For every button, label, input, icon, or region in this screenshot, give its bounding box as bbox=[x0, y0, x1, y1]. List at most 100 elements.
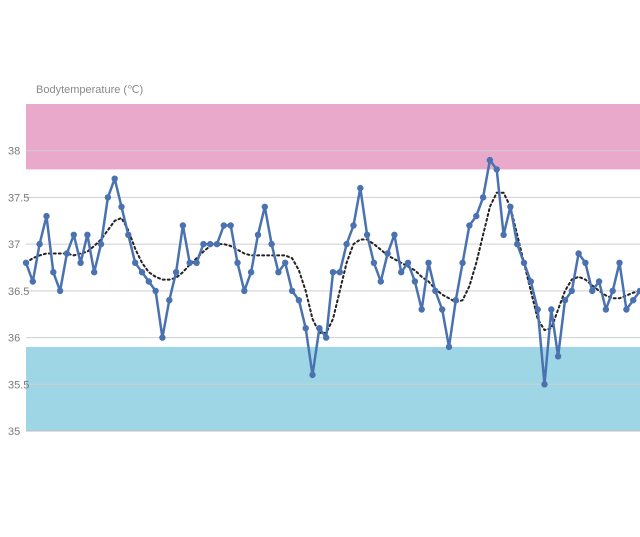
data-point bbox=[595, 278, 603, 285]
data-point bbox=[623, 306, 630, 313]
data-point bbox=[132, 259, 139, 266]
temperature-bands bbox=[26, 104, 640, 431]
y-axis-title: Bodytemperature (℃) bbox=[36, 84, 143, 96]
data-point bbox=[186, 259, 193, 266]
data-point bbox=[172, 269, 180, 276]
data-point bbox=[582, 259, 589, 266]
data-point bbox=[363, 231, 371, 238]
data-point bbox=[391, 231, 398, 238]
data-point bbox=[411, 278, 419, 285]
data-point bbox=[316, 325, 323, 332]
data-point bbox=[630, 297, 637, 304]
data-point bbox=[29, 278, 36, 285]
y-tick-label: 36.5 bbox=[8, 286, 29, 298]
data-point bbox=[193, 259, 200, 266]
data-point bbox=[145, 278, 152, 285]
data-point bbox=[514, 240, 521, 248]
data-point bbox=[609, 287, 616, 295]
data-point bbox=[500, 231, 507, 238]
data-point bbox=[534, 306, 541, 313]
data-point bbox=[384, 250, 391, 257]
data-point bbox=[104, 194, 112, 201]
data-point bbox=[159, 334, 166, 341]
data-point bbox=[350, 222, 357, 229]
data-point bbox=[541, 381, 548, 388]
data-point bbox=[602, 306, 610, 313]
data-point bbox=[213, 240, 221, 248]
data-point bbox=[261, 203, 268, 210]
data-point bbox=[568, 287, 575, 295]
data-point bbox=[459, 259, 466, 266]
data-point bbox=[254, 231, 262, 238]
data-point bbox=[520, 259, 528, 266]
trend-line bbox=[25, 191, 640, 334]
data-point bbox=[288, 287, 296, 295]
data-point bbox=[432, 287, 439, 295]
data-point bbox=[493, 166, 500, 173]
data-point bbox=[91, 269, 98, 276]
data-point bbox=[302, 325, 309, 332]
data-point bbox=[404, 259, 412, 266]
data-point bbox=[452, 297, 459, 304]
data-point bbox=[234, 259, 241, 266]
data-point bbox=[207, 240, 214, 248]
data-point bbox=[152, 287, 159, 295]
data-point bbox=[227, 222, 234, 229]
data-point bbox=[329, 269, 337, 276]
y-axis-ticks: 35 35.5 36 36.5 37 37.5 38 bbox=[8, 146, 29, 438]
data-point bbox=[309, 371, 316, 379]
grid-lines bbox=[26, 150, 640, 432]
data-point bbox=[589, 287, 596, 295]
data-point bbox=[343, 240, 350, 248]
data-point bbox=[70, 231, 78, 238]
y-tick-label: 37 bbox=[8, 239, 20, 251]
data-point bbox=[336, 269, 343, 276]
data-point bbox=[84, 231, 91, 238]
data-point bbox=[479, 194, 487, 201]
data-point bbox=[439, 306, 446, 313]
y-tick-label: 37.5 bbox=[8, 192, 29, 204]
data-point bbox=[282, 259, 289, 266]
y-tick-label: 35 bbox=[8, 426, 20, 438]
data-point bbox=[220, 222, 227, 229]
data-point bbox=[56, 287, 64, 295]
data-point bbox=[616, 259, 623, 266]
data-point bbox=[636, 287, 640, 295]
measured-series bbox=[22, 156, 640, 388]
data-point bbox=[125, 231, 132, 238]
data-point bbox=[398, 269, 405, 276]
data-point bbox=[561, 297, 569, 304]
data-point bbox=[138, 269, 146, 276]
trend-series bbox=[25, 191, 640, 334]
data-point bbox=[425, 259, 432, 266]
data-point bbox=[554, 353, 562, 360]
data-point bbox=[548, 306, 555, 313]
data-point bbox=[357, 184, 364, 192]
data-point bbox=[507, 203, 514, 210]
data-point bbox=[486, 156, 494, 164]
data-point bbox=[295, 297, 303, 304]
data-point bbox=[36, 240, 43, 248]
data-point bbox=[97, 240, 105, 248]
data-point bbox=[445, 343, 453, 351]
data-point bbox=[241, 287, 248, 295]
data-point bbox=[370, 259, 378, 266]
data-point bbox=[22, 259, 30, 266]
data-point bbox=[50, 269, 57, 276]
data-point bbox=[527, 278, 534, 285]
data-point bbox=[63, 250, 71, 257]
data-point bbox=[275, 269, 282, 276]
y-tick-label: 35.5 bbox=[8, 379, 29, 391]
data-point bbox=[118, 203, 125, 210]
data-point bbox=[575, 250, 582, 257]
data-point bbox=[247, 269, 255, 276]
low-temperature-band bbox=[26, 346, 640, 431]
data-point bbox=[77, 259, 84, 266]
high-temperature-band bbox=[26, 104, 640, 170]
data-point bbox=[166, 297, 173, 304]
data-point bbox=[466, 222, 473, 229]
y-tick-label: 38 bbox=[8, 146, 20, 158]
data-point bbox=[43, 212, 50, 220]
data-point bbox=[418, 306, 425, 313]
